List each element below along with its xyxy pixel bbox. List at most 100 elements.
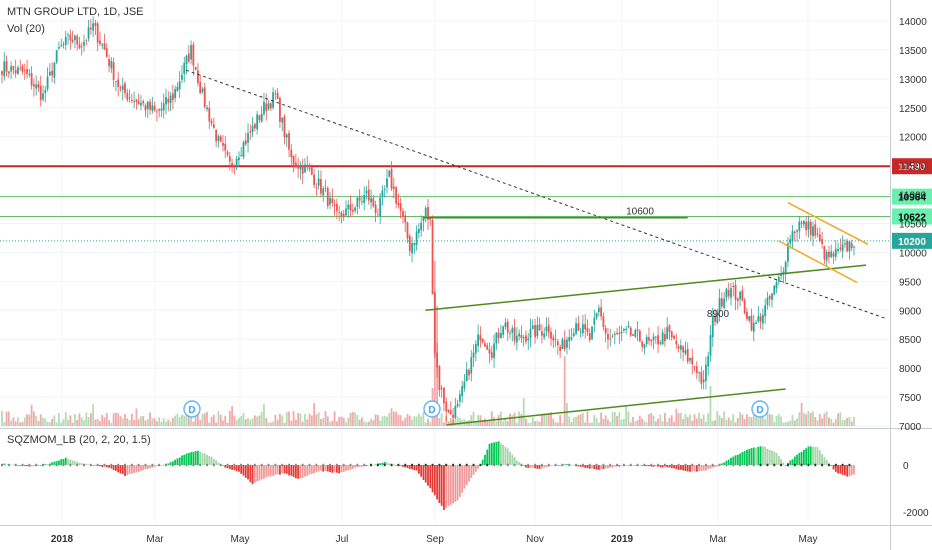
momentum-bar: [365, 465, 368, 466]
volume-bar: [288, 411, 290, 426]
volume-bar: [201, 413, 204, 426]
momentum-bar: [162, 464, 165, 466]
momentum-bar: [80, 463, 83, 465]
momentum-bar: [463, 465, 466, 489]
momentum-bar: [609, 465, 612, 468]
price-axis-tick: 13500: [899, 46, 927, 57]
candle-body: [433, 292, 436, 354]
momentum-bar: [424, 465, 427, 483]
volume-bar: [702, 414, 705, 426]
squeeze-dot: [834, 463, 837, 467]
candle-body: [641, 341, 644, 347]
squeeze-dot: [472, 463, 475, 467]
volume-bar: [545, 414, 548, 426]
volume-bar: [126, 418, 129, 426]
momentum-bar: [342, 465, 345, 473]
candle-body: [167, 98, 170, 103]
volume-bar: [203, 413, 206, 426]
momentum-bar: [757, 446, 760, 465]
volume-bar: [766, 411, 769, 426]
momentum-bar: [648, 465, 650, 467]
candle-body: [354, 207, 357, 211]
momentum-bar: [768, 449, 771, 465]
price-axis-tick: 12000: [899, 133, 927, 144]
momentum-bar: [543, 465, 546, 468]
channel-lower-line: [446, 388, 786, 426]
momentum-bar: [474, 465, 477, 472]
squeeze-dot: [800, 463, 803, 467]
candle-body: [818, 234, 821, 242]
volume-bar: [595, 418, 598, 426]
volume-bar: [661, 421, 664, 426]
symbol-legend[interactable]: MTN GROUP LTD, 1D, JSE: [7, 6, 144, 18]
candle-body: [424, 208, 427, 217]
volume-bar: [534, 421, 536, 426]
candle-body: [301, 165, 304, 174]
candle-body: [420, 222, 423, 231]
candle-body: [543, 333, 546, 338]
squeeze-dot: [513, 463, 516, 467]
volume-bar: [121, 418, 124, 426]
momentum-bar: [613, 465, 616, 467]
momentum-bar: [843, 465, 846, 476]
volume-bar: [160, 421, 163, 426]
candle-body: [814, 224, 817, 236]
candle-body: [194, 66, 197, 70]
momentum-bar: [322, 465, 325, 472]
squeeze-dot: [165, 463, 168, 467]
volume-bar: [841, 420, 844, 426]
volume-bar: [755, 410, 757, 426]
squeeze-dot: [35, 463, 38, 467]
momentum-bar: [502, 444, 505, 465]
momentum-bar: [388, 463, 391, 465]
momentum-bar: [789, 460, 792, 465]
momentum-bar: [128, 465, 131, 475]
momentum-bar: [591, 465, 593, 469]
momentum-bar: [101, 465, 104, 468]
squeeze-dot: [827, 463, 830, 467]
volume-bar: [839, 412, 842, 426]
squeeze-dot: [76, 463, 79, 467]
volume-bar: [130, 413, 133, 426]
momentum-bar: [513, 457, 516, 465]
squeeze-dot: [609, 463, 612, 467]
volume-bar: [383, 415, 386, 426]
momentum-bar: [853, 465, 855, 475]
candle-body: [347, 204, 350, 210]
candle-body: [149, 101, 151, 110]
candle-body: [288, 133, 290, 150]
volume-bar: [420, 416, 423, 426]
volume-bar: [732, 414, 735, 426]
volume-bar: [850, 421, 853, 426]
volume-bar: [21, 421, 24, 426]
momentum-bar: [661, 465, 664, 468]
candle-body: [258, 115, 261, 121]
momentum-bar: [5, 464, 8, 466]
momentum-bar: [383, 462, 386, 465]
momentum-bar: [693, 465, 696, 472]
momentum-bar: [351, 465, 354, 469]
momentum-bar: [142, 465, 145, 471]
candle-body: [499, 333, 502, 339]
candle-body: [570, 337, 573, 340]
price-axis-tick: 7000: [899, 422, 922, 433]
volume-legend[interactable]: Vol (20): [7, 23, 45, 35]
candle-body: [26, 68, 28, 74]
momentum-bar: [515, 460, 518, 465]
candle-body: [324, 187, 327, 189]
momentum-bar: [190, 452, 192, 465]
price-axis-tick: 8000: [899, 364, 922, 375]
momentum-bar: [183, 454, 186, 465]
indicator-legend[interactable]: SQZMOM_LB (20, 2, 20, 1.5): [7, 434, 151, 446]
volume-bar: [78, 413, 81, 426]
squeeze-dot: [602, 463, 605, 467]
momentum-bar: [92, 465, 95, 466]
volume-bar: [843, 419, 846, 426]
volume-bar: [212, 414, 215, 426]
candle-body: [115, 80, 117, 82]
volume-bar: [210, 416, 213, 426]
volume-bar: [238, 417, 240, 426]
momentum-bar: [417, 465, 420, 474]
squeeze-dot: [814, 463, 817, 467]
